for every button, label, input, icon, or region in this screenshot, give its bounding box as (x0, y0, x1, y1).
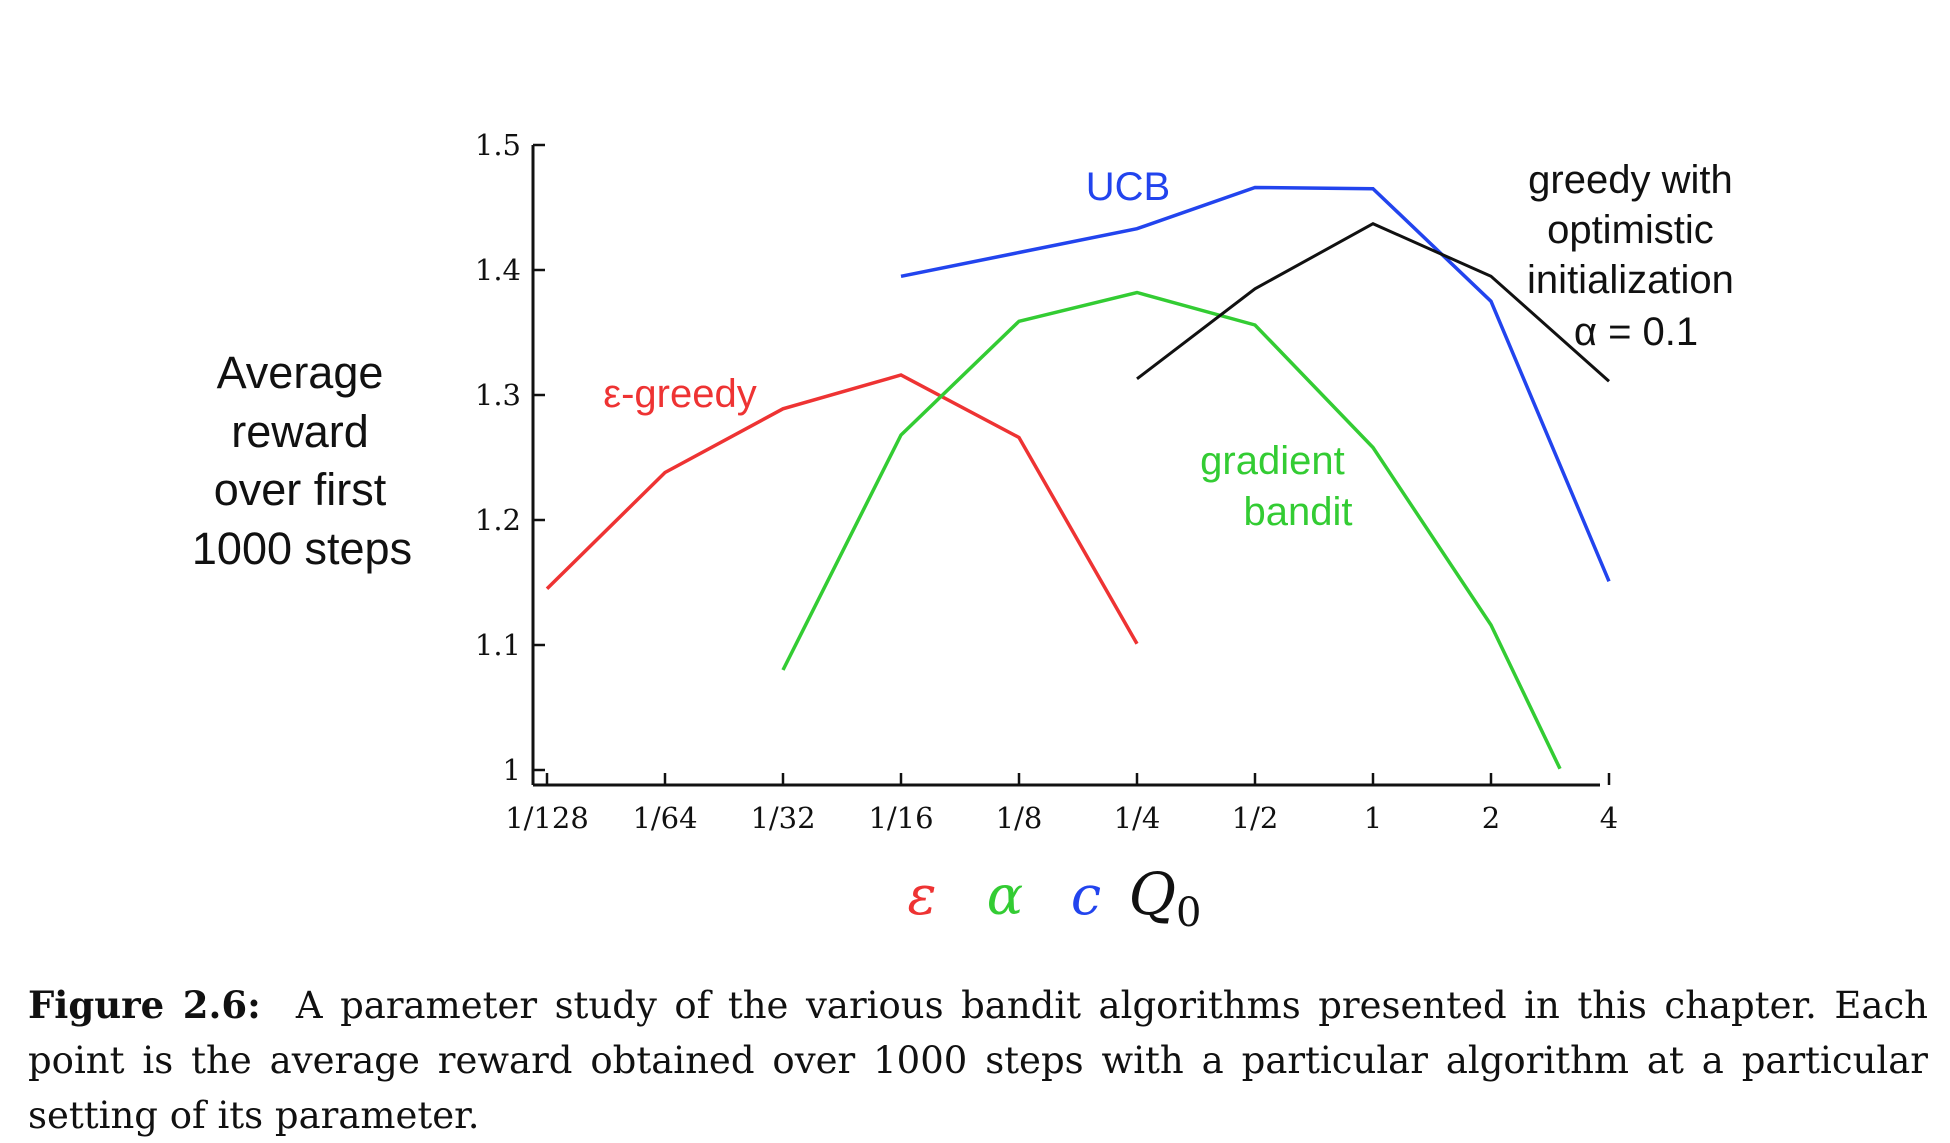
y-tick-label: 1.2 (475, 503, 521, 537)
y-tick-label: 1 (503, 753, 521, 787)
figure-caption-label: Figure 2.6: (28, 983, 261, 1027)
series-label-line: gradient (1200, 439, 1345, 483)
series-line-2 (900, 185, 1611, 582)
x-axis-symbol-alpha: α (987, 864, 1023, 927)
x-axis-label: ε α c Q0 (908, 860, 1202, 936)
figure-caption-text: A parameter study of the various bandit … (28, 984, 1929, 1137)
series-label-ucb: UCB (1086, 165, 1170, 209)
series-label-line: initialization (1527, 258, 1734, 302)
x-tick-label: 1/32 (750, 801, 815, 835)
series-line-3 (1136, 222, 1610, 383)
x-tick-label: 1/4 (1114, 801, 1161, 835)
series-label-line: optimistic (1547, 208, 1714, 252)
y-ticks: 1 1.1 1.2 1.3 1.4 1.5 (475, 128, 545, 787)
y-axis-label-line: reward (231, 406, 369, 457)
series-label-line: α = 0.1 (1574, 310, 1698, 354)
x-tick-label: 2 (1482, 801, 1500, 835)
series-label-epsilon-greedy: ε-greedy (603, 372, 756, 416)
series-line-0 (545, 373, 1139, 645)
y-axis-label-line: 1000 steps (192, 523, 412, 574)
x-tick-label: 1/2 (1232, 801, 1279, 835)
x-ticks: 1/128 1/64 1/32 1/16 1/8 1/4 1/2 1 2 4 (505, 773, 1618, 835)
series-label-greedy-optimistic: greedy with optimistic initialization α … (1527, 158, 1745, 354)
series-lines (545, 185, 1611, 770)
y-tick-label: 1.3 (475, 378, 521, 412)
x-tick-label: 4 (1600, 801, 1618, 835)
x-axis-symbol-q-subscript: 0 (1176, 890, 1201, 936)
figure-caption: Figure 2.6: A parameter study of the var… (28, 978, 1928, 1143)
x-tick-label: 1/8 (996, 801, 1043, 835)
x-tick-label: 1/16 (868, 801, 933, 835)
y-axis-label-line: over first (214, 464, 387, 515)
series-label-gradient-bandit: gradient bandit (1200, 439, 1356, 534)
x-tick-label: 1 (1364, 801, 1382, 835)
series-line-1 (781, 290, 1562, 770)
x-axis-symbol-epsilon: ε (908, 864, 937, 927)
x-tick-label: 1/128 (505, 801, 589, 835)
y-tick-label: 1.4 (475, 253, 521, 287)
x-axis-symbol-q0: Q0 (1128, 860, 1201, 936)
y-axis-label: Average reward over first 1000 steps (192, 347, 412, 574)
y-axis-label-line: Average (217, 347, 384, 398)
y-tick-label: 1.5 (475, 128, 521, 162)
x-axis-symbol-q: Q (1128, 860, 1176, 928)
series-label-line: bandit (1244, 490, 1353, 534)
x-axis-symbol-c: c (1071, 864, 1101, 927)
x-tick-label: 1/64 (632, 801, 697, 835)
series-label-line: greedy with (1528, 158, 1733, 202)
y-tick-label: 1.1 (475, 628, 521, 662)
